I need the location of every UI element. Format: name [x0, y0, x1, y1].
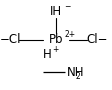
Text: 2+: 2+ [65, 30, 76, 39]
Text: +: + [52, 45, 58, 54]
Text: −: − [64, 2, 70, 11]
Text: H: H [43, 48, 51, 60]
Text: Cl−: Cl− [87, 33, 108, 46]
Text: IH: IH [50, 5, 62, 18]
Text: Pb: Pb [49, 33, 63, 46]
Text: 2: 2 [75, 72, 80, 81]
Text: −Cl: −Cl [0, 33, 21, 46]
Text: NH: NH [67, 66, 85, 78]
